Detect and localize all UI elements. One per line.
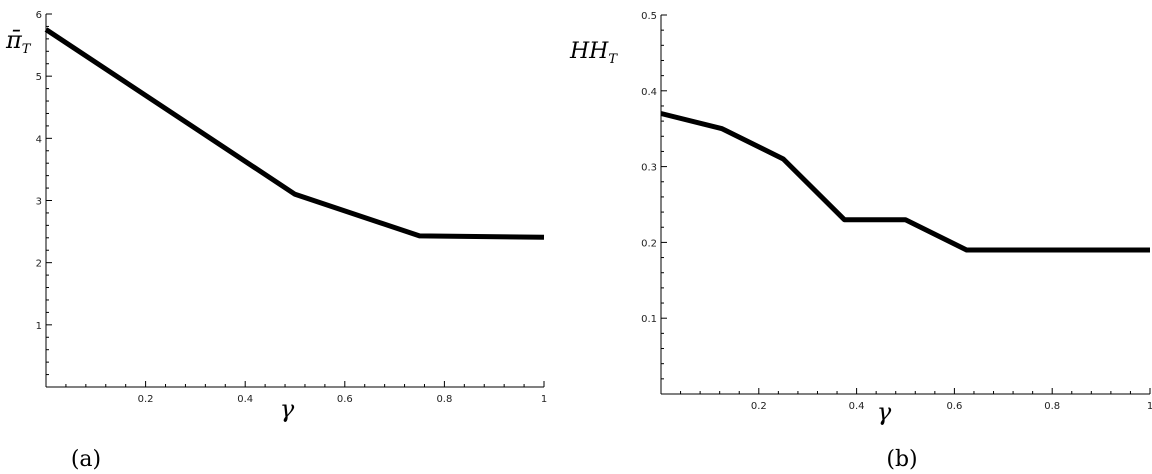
x-axis-label: γ [280,395,295,423]
y-tick-label: 6 [36,10,42,21]
y-tick-label: 0.1 [641,314,657,325]
y-tick-label: 0.4 [641,87,657,98]
series-line [44,27,545,240]
y-tick-label: 1 [36,321,42,332]
x-axis-label: γ [877,398,892,426]
panel-caption: (b) [886,447,917,472]
x-tick-label: 0.2 [138,394,154,405]
panel-b: 0.2 0.4 0.6 0.8 1 0.1 0.2 0.3 0.4 0.5 HHT γ (b) [569,11,1152,472]
y-tick-label: 3 [36,197,42,208]
x-tick-label: 1 [1147,401,1152,412]
y-tick-label: 0.3 [641,163,657,174]
panel-caption: (a) [71,447,101,472]
x-tick-label: 0.2 [751,401,767,412]
x-tick-label: 0.4 [237,394,253,405]
y-tick-label: 2 [36,259,42,270]
y-tick-label: 0.2 [641,238,657,249]
series-line [660,111,1150,253]
y-axis-label: HHT [569,39,618,67]
x-tick-label: 1 [541,394,547,405]
y-axis-label: π̄T [5,26,32,57]
y-tick-label: 0.5 [641,11,657,22]
y-tick-label: 4 [36,134,42,145]
x-tick-label: 0.4 [849,401,865,412]
panel-a: 0.2 0.4 0.6 0.8 1 1 2 3 4 5 6 π̄T γ (a) [5,10,547,472]
x-tick-label: 0.8 [1044,401,1060,412]
x-tick-label: 0.6 [337,394,353,405]
x-tick-label: 0.8 [436,394,452,405]
y-tick-label: 5 [36,72,42,83]
x-tick-label: 0.6 [946,401,962,412]
